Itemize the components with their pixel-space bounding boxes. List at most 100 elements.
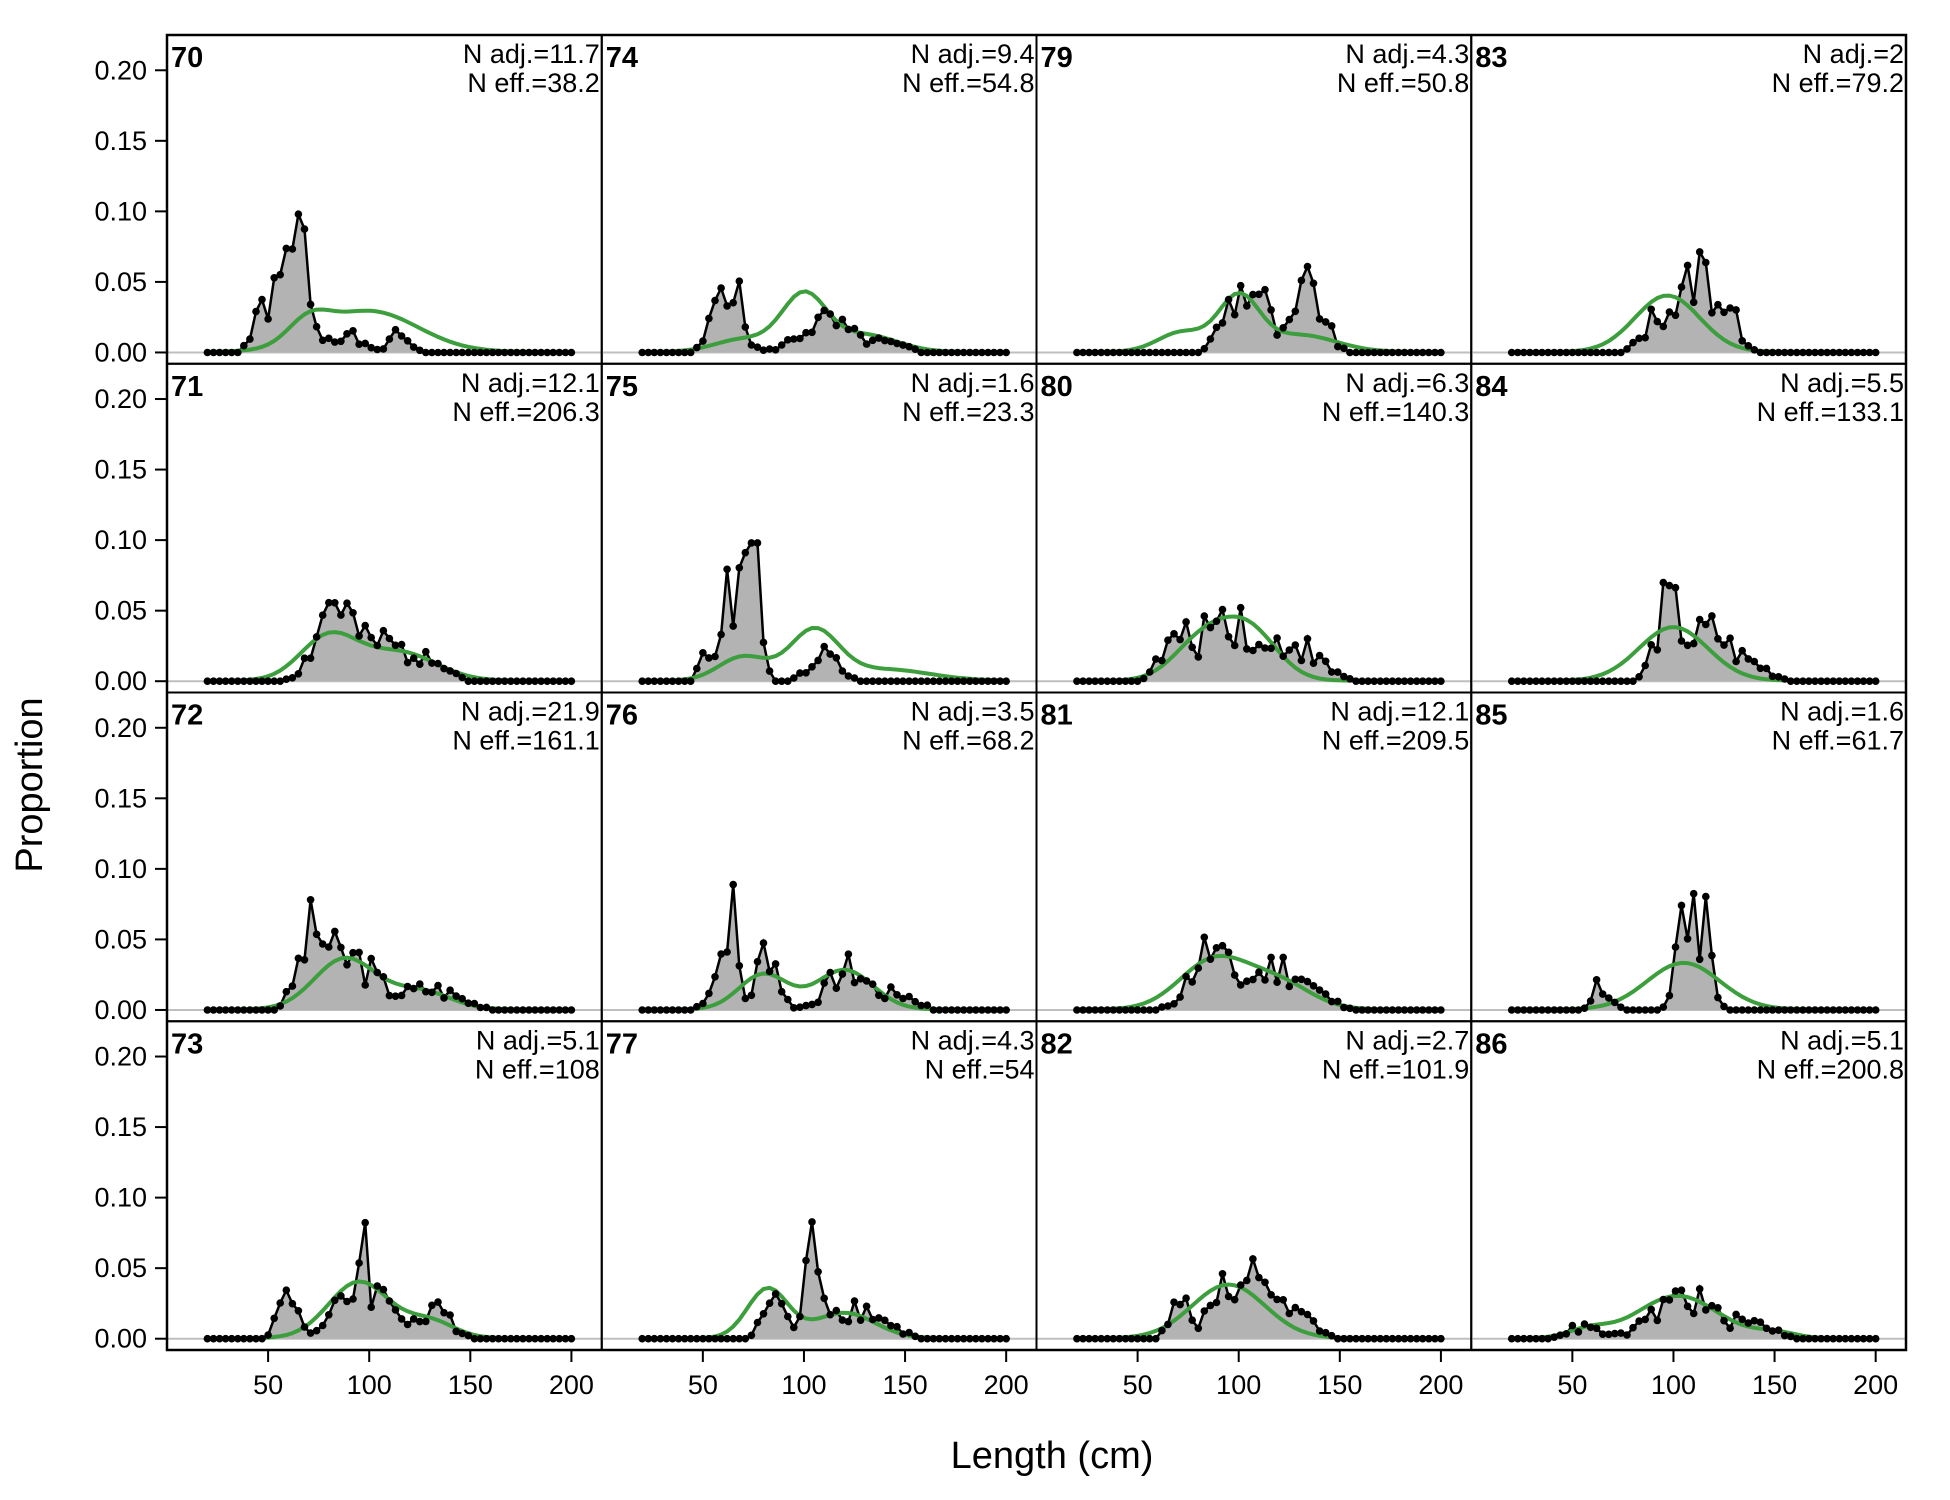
observed-point: [1352, 1006, 1360, 1014]
observed-point: [1750, 346, 1759, 354]
observed-point: [814, 313, 822, 322]
observed-point: [887, 983, 895, 991]
panel-year-label: 80: [1041, 371, 1073, 403]
observed-point: [693, 1002, 701, 1011]
observed-point: [1115, 348, 1124, 357]
observed-point: [1418, 348, 1427, 357]
observed-point: [1708, 309, 1716, 317]
observed-point: [1097, 1006, 1105, 1014]
observed-point: [638, 1334, 646, 1343]
observed-point: [838, 667, 847, 675]
observed-point: [808, 663, 816, 671]
observed-point: [1188, 348, 1196, 357]
observed-point: [234, 1006, 242, 1014]
observed-point: [1358, 348, 1366, 357]
observed-point: [996, 1334, 1004, 1343]
observed-point: [1708, 951, 1716, 960]
observed-point: [1520, 1006, 1528, 1014]
panel-year-label: 79: [1041, 42, 1073, 74]
observed-point: [953, 348, 962, 357]
observed-point: [1273, 1295, 1281, 1304]
observed-point: [1726, 304, 1734, 312]
observed-point: [1526, 677, 1534, 685]
observed-point: [887, 337, 895, 346]
x-tick-label: 50: [688, 1370, 718, 1400]
observed-point: [832, 654, 841, 662]
observed-point: [1683, 641, 1692, 650]
observed-point: [1431, 1006, 1439, 1014]
panel-year-label: 77: [606, 1028, 638, 1060]
observed-point: [1732, 1310, 1740, 1319]
observed-point: [899, 677, 907, 685]
observed-point: [227, 348, 236, 357]
observed-point: [1762, 664, 1771, 673]
observed-point: [379, 973, 388, 981]
observed-point: [1756, 1318, 1765, 1326]
observed-point: [826, 650, 834, 658]
observed-point: [1580, 1004, 1589, 1012]
observed-point: [288, 245, 297, 253]
observed-point: [1550, 677, 1558, 685]
observed-point: [1653, 646, 1662, 654]
observed-point: [531, 677, 539, 685]
observed-point: [1431, 348, 1439, 357]
observed-point: [1230, 1295, 1239, 1304]
observed-point: [1273, 978, 1281, 986]
observed-point: [440, 348, 448, 357]
n-eff-label: N eff.=79.2: [1772, 68, 1904, 98]
panel-83: 83 N adj.=2N eff.=79.2: [1470, 34, 1907, 365]
observed-point: [403, 658, 412, 667]
observed-point: [784, 336, 792, 344]
observed-point: [331, 599, 339, 607]
observed-point: [644, 1006, 653, 1014]
observed-point: [1653, 1006, 1662, 1014]
panel-82: 82 N adj.=2.7N eff.=101.9: [1035, 1020, 1473, 1351]
observed-point: [1291, 307, 1300, 316]
observed-point: [978, 677, 986, 685]
y-tick-label: 0.20: [94, 384, 147, 414]
observed-point: [1188, 643, 1196, 652]
observed-point: [917, 1001, 925, 1010]
observed-point: [464, 348, 473, 357]
observed-point: [1702, 620, 1710, 629]
observed-point: [668, 348, 677, 357]
observed-point: [1689, 298, 1698, 307]
observed-point: [1321, 1328, 1330, 1337]
observed-point: [367, 343, 376, 352]
observed-point: [711, 296, 719, 305]
observed-point: [488, 1006, 497, 1014]
observed-point: [209, 1006, 218, 1014]
observed-point: [1811, 1006, 1819, 1014]
observed-point: [972, 348, 980, 357]
observed-point: [1750, 657, 1759, 666]
observed-point: [464, 1331, 473, 1340]
observed-point: [1805, 348, 1813, 357]
observed-point: [276, 1299, 285, 1307]
observed-point: [537, 1006, 545, 1014]
observed-point: [1847, 677, 1856, 685]
observed-point: [1786, 677, 1795, 685]
observed-point: [397, 332, 406, 340]
observed-point: [947, 348, 956, 357]
observed-point: [416, 346, 424, 355]
observed-point: [1152, 1006, 1160, 1014]
observed-point: [905, 342, 913, 351]
observed-point: [385, 335, 394, 343]
observed-point: [771, 677, 780, 685]
observed-point: [1859, 1334, 1868, 1343]
observed-point: [1327, 997, 1336, 1006]
observed-area: [642, 884, 1007, 1010]
observed-point: [705, 1334, 713, 1343]
observed-point: [1321, 657, 1330, 666]
observed-point: [1091, 348, 1099, 357]
observed-point: [1158, 1326, 1166, 1335]
observed-point: [753, 343, 762, 352]
observed-point: [838, 315, 847, 324]
observed-point: [555, 677, 564, 685]
observed-point: [972, 1334, 980, 1343]
observed-point: [911, 677, 919, 685]
observed-point: [747, 341, 756, 349]
observed-point: [881, 336, 889, 345]
observed-point: [941, 1334, 950, 1343]
panel-84: 84 N adj.=5.5N eff.=133.1: [1470, 362, 1907, 694]
